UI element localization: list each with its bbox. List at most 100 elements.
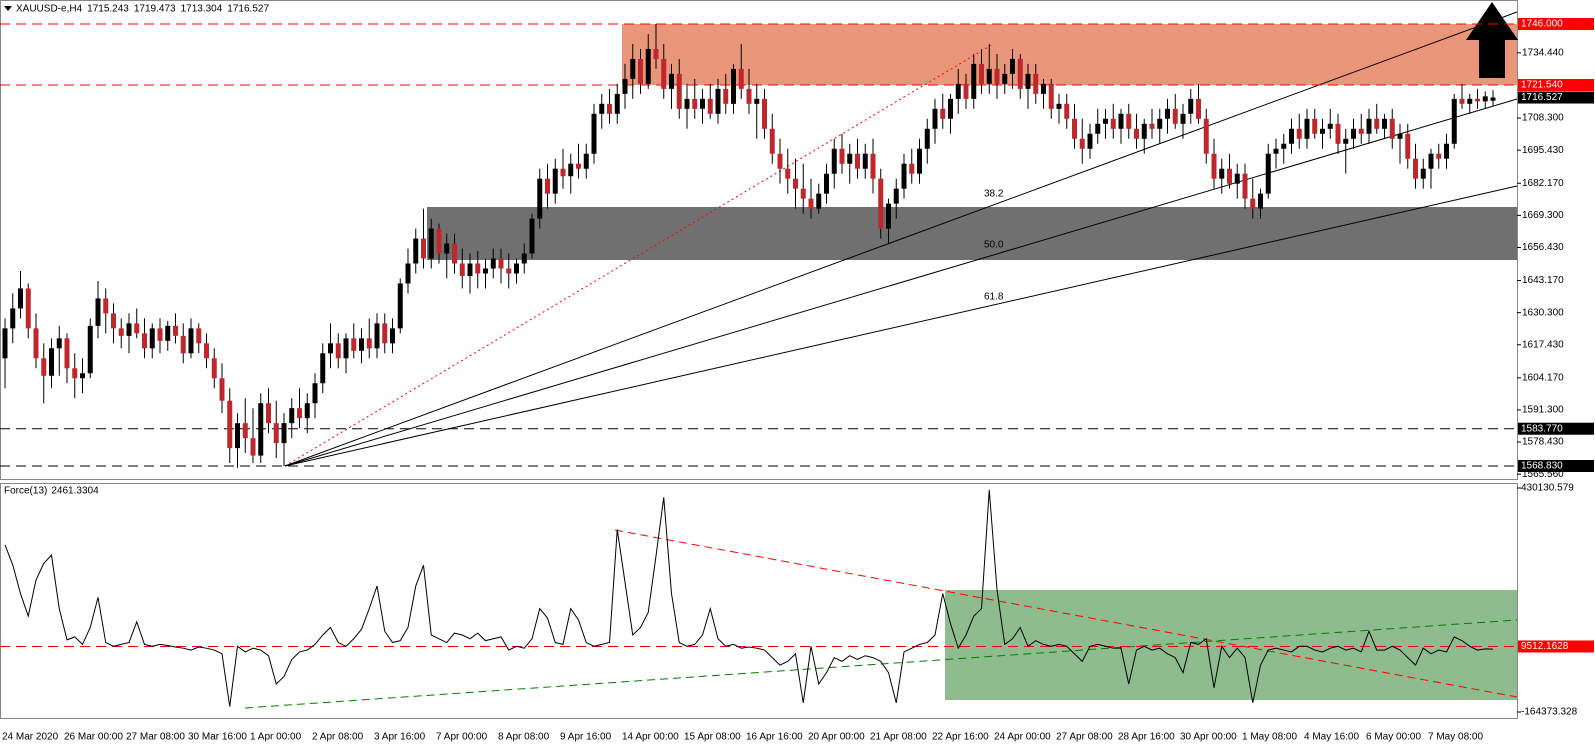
candle-body	[754, 98, 760, 104]
candle-body	[289, 408, 295, 424]
fib-fan-line	[284, 98, 1518, 467]
x-tick-label: 8 Apr 08:00	[498, 732, 550, 743]
candle-body	[545, 178, 550, 194]
candle-body	[1072, 118, 1077, 139]
x-tick-label: 4 May 16:00	[1304, 732, 1359, 743]
candle-body	[1289, 128, 1294, 144]
candle-body	[320, 353, 326, 384]
candle-body	[1219, 168, 1225, 179]
candle-body	[33, 328, 39, 359]
y-tick-label: 1708.300	[1522, 113, 1564, 124]
candle-body	[25, 288, 31, 329]
x-tick-label: 1 May 08:00	[1242, 732, 1297, 743]
candle-body	[1366, 118, 1372, 134]
candle-body	[1467, 98, 1473, 104]
candle-body	[529, 218, 535, 254]
candle-body	[1211, 153, 1217, 179]
candle-body	[599, 103, 605, 114]
candle-body	[855, 153, 860, 169]
candle-body	[607, 103, 612, 114]
candle-body	[715, 88, 721, 114]
candle-body	[1428, 153, 1434, 169]
force-line	[4, 489, 1494, 707]
candle-body	[1242, 173, 1248, 199]
candle-body	[800, 188, 806, 199]
candle-body	[1312, 118, 1318, 134]
fib-label: 38.2	[984, 189, 1004, 200]
candle-body	[273, 423, 279, 444]
candle-body	[793, 178, 798, 189]
candle-body	[1397, 133, 1403, 139]
candle-body	[1033, 73, 1039, 94]
x-tick-label: 27 Mar 08:00	[126, 732, 185, 743]
candle-body	[56, 338, 62, 349]
candle-body	[731, 68, 736, 104]
candle-body	[118, 328, 124, 336]
candle-body	[591, 113, 597, 154]
candle-body	[142, 333, 147, 349]
candle-body	[80, 373, 85, 379]
candle-body	[405, 263, 411, 284]
candle-body	[211, 358, 217, 379]
y-tick-label: 430130.579	[1521, 483, 1574, 494]
candle-body	[1103, 118, 1108, 124]
candle-body	[676, 73, 682, 109]
candle-body	[343, 338, 349, 359]
candle-body	[1382, 118, 1387, 129]
candle-body	[816, 193, 822, 209]
candle-body	[467, 263, 473, 276]
candle-body	[684, 98, 690, 109]
header-value: 1719.473	[134, 4, 176, 15]
candle-body	[576, 163, 581, 169]
candle-body	[940, 108, 946, 119]
level-label: 1568.830	[1521, 461, 1563, 472]
main-panel	[0, 0, 1518, 480]
candle-body	[1273, 148, 1279, 154]
y-tick-label: 1656.430	[1522, 242, 1564, 253]
candle-body	[1320, 128, 1325, 134]
x-tick-label: 22 Apr 16:00	[932, 732, 989, 743]
candle-body	[692, 98, 698, 109]
candle-body	[955, 83, 961, 99]
candle-body	[428, 228, 434, 259]
candle-body	[64, 338, 70, 369]
candle-body	[645, 48, 651, 84]
candle-body	[1436, 153, 1442, 159]
up-arrow	[1466, 2, 1518, 78]
candle-body	[932, 108, 938, 129]
candle-body	[41, 358, 47, 376]
x-tick-label: 26 Mar 00:00	[64, 732, 123, 743]
candle-body	[165, 325, 171, 341]
candle-body	[661, 58, 667, 89]
candle-body	[870, 153, 876, 179]
candle-body	[638, 58, 643, 84]
candle-body	[382, 323, 388, 344]
candle-body	[1351, 128, 1356, 139]
y-tick-label: 1578.430	[1522, 437, 1564, 448]
candle-body	[1157, 118, 1163, 129]
candle-body	[459, 263, 465, 276]
candle-body	[1490, 97, 1496, 101]
fib-baseline	[284, 43, 994, 467]
candle-body	[227, 400, 233, 449]
level-tag	[1518, 79, 1594, 92]
x-tick-label: 30 Mar 16:00	[188, 732, 247, 743]
candle-body	[1304, 118, 1310, 139]
candle-body	[1017, 58, 1023, 89]
candle-body	[1087, 133, 1093, 149]
level-tag	[1518, 422, 1594, 435]
candle-body	[1002, 73, 1008, 84]
candle-body	[1188, 98, 1194, 114]
candle-body	[1196, 98, 1201, 119]
x-tick-label: 24 Apr 00:00	[994, 732, 1051, 743]
candle-body	[909, 163, 915, 174]
x-tick-label: 7 Apr 00:00	[436, 732, 488, 743]
candle-body	[568, 163, 574, 177]
x-tick-label: 15 Apr 08:00	[684, 732, 741, 743]
candle-body	[560, 168, 566, 177]
candle-body	[1389, 118, 1395, 139]
candle-body	[87, 325, 93, 374]
candle-body	[886, 203, 891, 229]
fib-label: 61.8	[984, 292, 1004, 303]
x-tick-label: 7 May 08:00	[1428, 732, 1483, 743]
